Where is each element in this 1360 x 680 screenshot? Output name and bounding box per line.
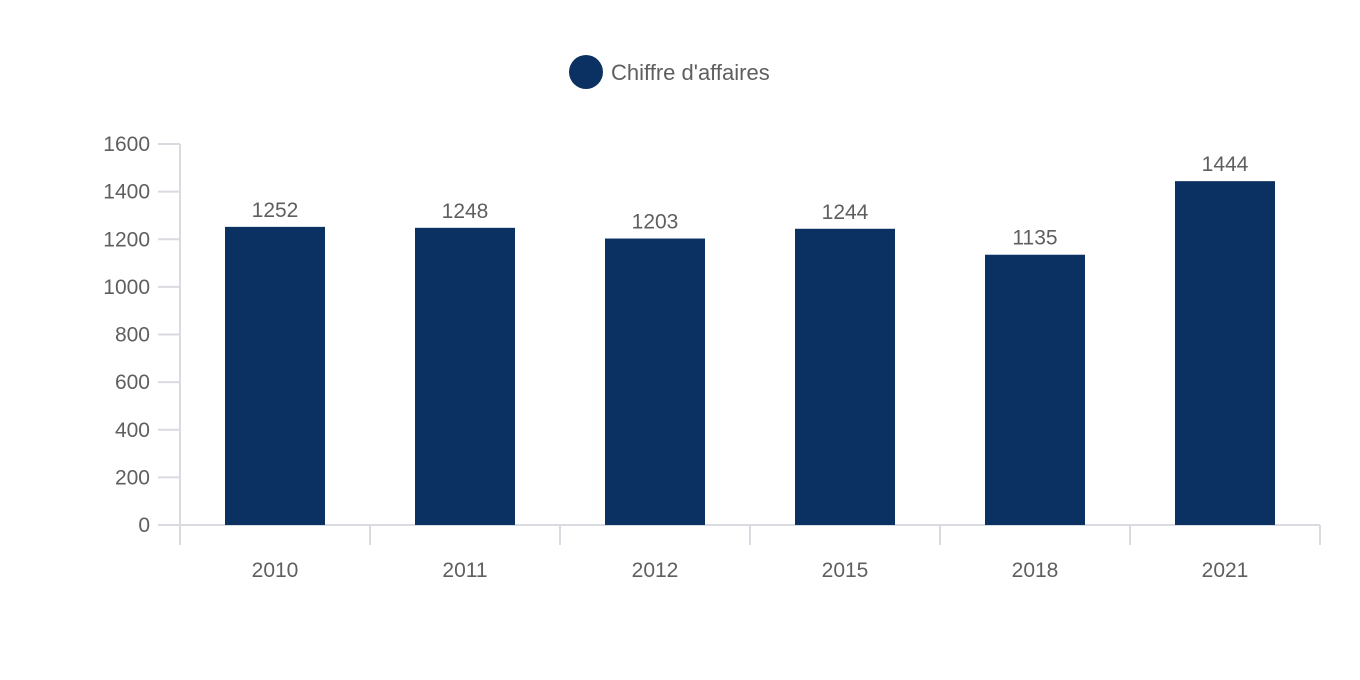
y-tick-label: 0: [138, 514, 150, 537]
x-tick-label: 2018: [1012, 559, 1059, 582]
bar-value-label: 1135: [1012, 227, 1057, 250]
y-tick-label: 200: [115, 466, 150, 489]
legend[interactable]: Chiffre d'affaires: [569, 55, 770, 89]
y-tick-label: 400: [115, 419, 150, 442]
y-tick-label: 800: [115, 324, 150, 347]
x-tick-label: 2011: [442, 559, 487, 582]
bar-series: [225, 181, 1275, 525]
y-tick-label: 1600: [103, 133, 150, 156]
bar-value-label: 1444: [1202, 153, 1249, 176]
y-tick-label: 1400: [103, 181, 150, 204]
bar[interactable]: [985, 254, 1085, 525]
y-tick-label: 1200: [103, 228, 150, 251]
y-axis: 0 200 400 600 800 1000 1200 1400 1600: [103, 133, 181, 537]
x-tick-label: 2015: [822, 559, 869, 582]
legend-label: Chiffre d'affaires: [611, 60, 770, 85]
data-labels: 1252 1248 1203 1244 1135 1444: [252, 153, 1249, 250]
bar[interactable]: [1175, 181, 1275, 525]
bar-value-label: 1244: [822, 201, 869, 224]
bar[interactable]: [605, 238, 705, 525]
bar-value-label: 1248: [442, 200, 489, 223]
x-axis: 2010 2011 2012 2015 2018 2021: [158, 524, 1321, 582]
x-tick-label: 2012: [632, 559, 679, 582]
y-tick-label: 600: [115, 371, 150, 394]
x-tick-label: 2010: [252, 559, 299, 582]
legend-marker: [569, 55, 603, 89]
y-tick-label: 1000: [103, 276, 150, 299]
bar-value-label: 1252: [252, 199, 299, 222]
bar[interactable]: [415, 227, 515, 525]
bar[interactable]: [225, 226, 325, 525]
bar-value-label: 1203: [632, 211, 679, 234]
bar[interactable]: [795, 228, 895, 525]
x-tick-label: 2021: [1202, 559, 1249, 582]
